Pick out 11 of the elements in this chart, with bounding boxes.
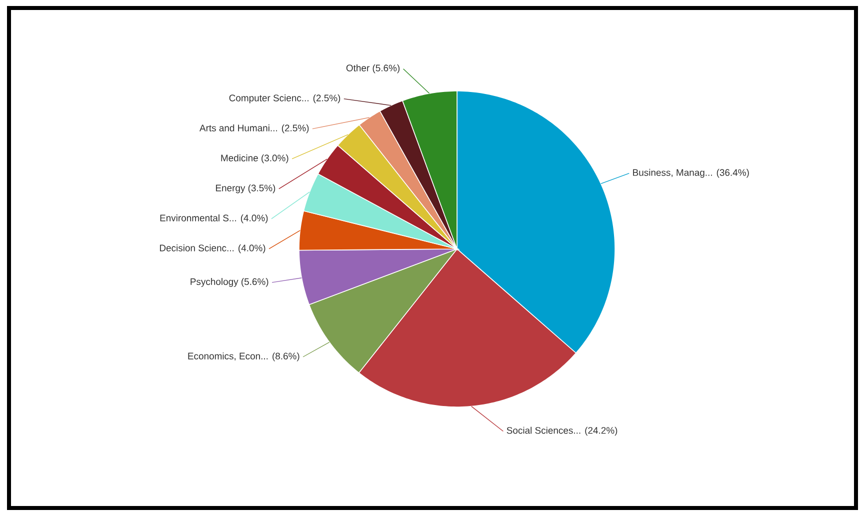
slice-label: Computer Scienc... (2.5%) (229, 94, 340, 104)
slice-label: Decision Scienc... (4.0%) (160, 244, 266, 254)
slice-label: Arts and Humani... (2.5%) (199, 124, 309, 134)
slice-label: Environmental S... (4.0%) (160, 214, 268, 224)
slice-label: Economics, Econ... (8.6%) (188, 352, 300, 362)
slice-label: Medicine (3.0%) (221, 154, 288, 164)
slice-label: Business, Manag... (36.4%) (633, 168, 749, 178)
slice-label: Energy (3.5%) (216, 184, 276, 194)
slice-label: Social Sciences... (24.2%) (506, 426, 618, 436)
slice-label: Other (5.6%) (346, 64, 400, 74)
slice-label: Psychology (5.6%) (190, 278, 268, 287)
